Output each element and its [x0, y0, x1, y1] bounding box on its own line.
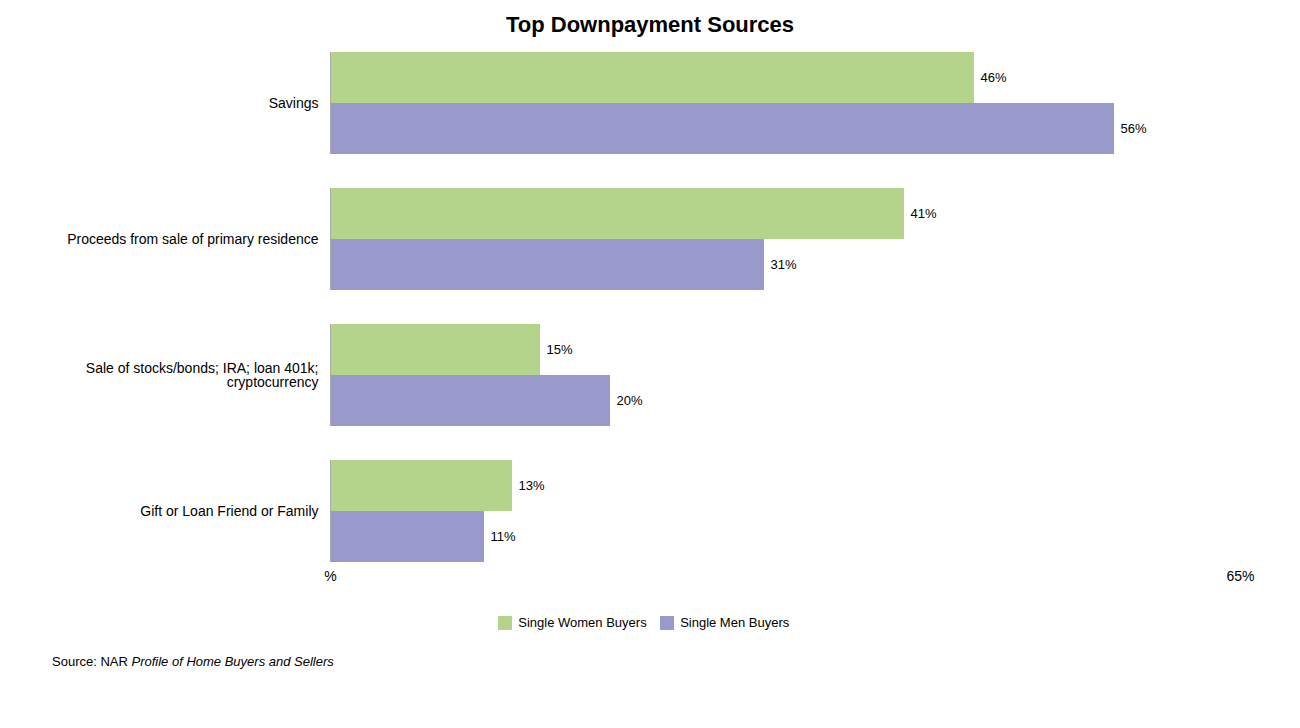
svg-text:Sale of stocks/bonds; IRA; loa: Sale of stocks/bonds; IRA; loan 401k;cry…	[86, 360, 319, 390]
html-text:Source: NAR Profile of Home Bu: Source: NAR Profile of Home Buyers and S…	[52, 653, 334, 669]
svg-text:31%: 31%	[771, 257, 797, 272]
svg-text:46%: 46%	[981, 70, 1007, 85]
html-text:Single Women Buyers: Single Women Buyers	[518, 615, 647, 630]
svg-text:Proceeds from sale of primary: Proceeds from sale of primary residence	[67, 231, 319, 247]
svg-text:41%: 41%	[911, 206, 937, 221]
svg-text:15%: 15%	[547, 342, 573, 357]
svg-text:65%: 65%	[1226, 568, 1254, 584]
svg-text:13%: 13%	[519, 478, 545, 493]
svg-text:%: %	[324, 568, 336, 584]
html-text:Top Downpayment Sources: Top Downpayment Sources	[506, 12, 794, 37]
svg-text:Gift or Loan Friend or Family: Gift or Loan Friend or Family	[140, 503, 318, 519]
svg-text:Savings: Savings	[269, 95, 319, 111]
svg-text:11%: 11%	[491, 529, 516, 544]
svg-text:56%: 56%	[1121, 121, 1147, 136]
svg-text:20%: 20%	[617, 393, 643, 408]
html-text:Single Men Buyers: Single Men Buyers	[680, 615, 790, 630]
